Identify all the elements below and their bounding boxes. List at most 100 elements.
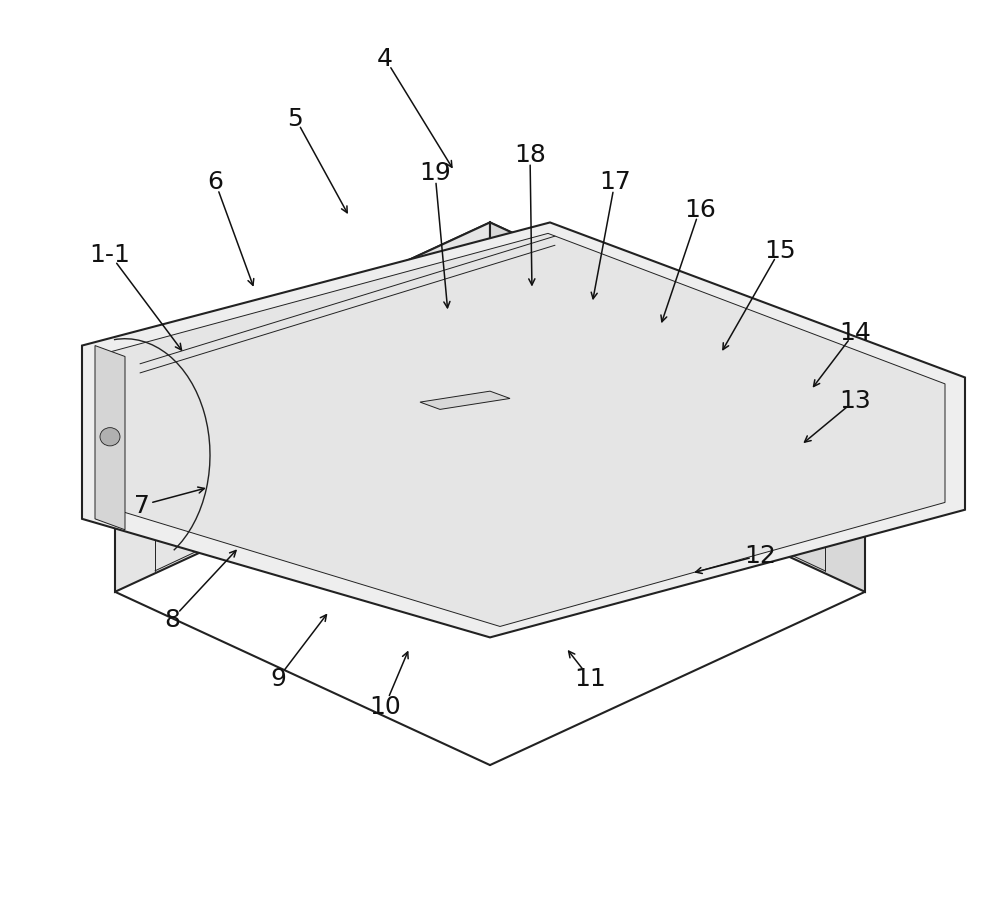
FancyArrowPatch shape [529,166,535,286]
Ellipse shape [350,413,358,420]
Polygon shape [110,234,945,627]
FancyArrowPatch shape [389,652,408,696]
Ellipse shape [739,425,743,431]
Ellipse shape [474,463,479,467]
Text: 1-1: 1-1 [90,243,130,267]
Text: 19: 19 [419,161,451,185]
Circle shape [134,394,146,404]
Ellipse shape [380,489,387,498]
Circle shape [814,496,826,507]
Circle shape [386,525,418,554]
Ellipse shape [526,447,534,453]
Ellipse shape [717,425,721,431]
Ellipse shape [590,453,598,458]
Text: 14: 14 [839,321,871,344]
Polygon shape [115,223,865,569]
Ellipse shape [472,458,477,465]
Polygon shape [490,223,865,592]
Ellipse shape [442,413,450,420]
Ellipse shape [498,500,502,506]
Ellipse shape [692,456,698,460]
Polygon shape [570,392,600,540]
FancyArrowPatch shape [117,264,181,351]
FancyArrowPatch shape [591,193,613,300]
Ellipse shape [474,495,479,499]
Polygon shape [82,223,965,638]
Text: 15: 15 [764,239,796,262]
Polygon shape [115,223,490,592]
Polygon shape [420,392,510,410]
Text: 5: 5 [287,107,303,130]
Ellipse shape [583,435,591,441]
Text: 7: 7 [134,494,150,517]
Ellipse shape [537,417,543,425]
Ellipse shape [503,397,508,404]
Bar [270,417,360,465]
Circle shape [551,524,581,551]
Text: 11: 11 [574,667,606,691]
Ellipse shape [564,482,570,489]
Polygon shape [368,387,607,541]
Ellipse shape [699,437,705,442]
Ellipse shape [442,482,450,489]
Text: 17: 17 [599,170,631,194]
Text: 13: 13 [839,389,871,413]
Polygon shape [580,394,607,541]
Polygon shape [390,485,415,544]
Ellipse shape [413,404,420,413]
Ellipse shape [446,447,454,453]
FancyArrowPatch shape [180,551,236,611]
Ellipse shape [380,404,387,413]
Ellipse shape [446,409,454,415]
Polygon shape [195,450,660,466]
Ellipse shape [413,489,420,498]
FancyArrowPatch shape [696,558,749,574]
Ellipse shape [472,397,477,404]
Polygon shape [155,408,830,577]
Text: 18: 18 [514,143,546,167]
Ellipse shape [521,463,526,467]
Ellipse shape [503,458,508,465]
Ellipse shape [510,422,516,429]
Ellipse shape [332,410,468,492]
Ellipse shape [521,495,526,499]
Text: 12: 12 [744,544,776,568]
Ellipse shape [470,461,530,501]
FancyArrowPatch shape [805,408,846,443]
FancyArrowPatch shape [723,261,774,350]
Ellipse shape [699,475,705,479]
Polygon shape [340,384,368,536]
Polygon shape [95,346,125,530]
Ellipse shape [498,456,502,462]
Polygon shape [338,366,608,378]
Text: 16: 16 [684,198,716,221]
Ellipse shape [755,437,761,442]
Polygon shape [390,383,420,542]
Ellipse shape [717,486,721,491]
Text: 10: 10 [369,694,401,718]
Ellipse shape [739,486,743,491]
Text: 4: 4 [377,47,393,71]
Ellipse shape [489,435,497,441]
Ellipse shape [526,409,534,415]
Polygon shape [335,485,585,496]
Ellipse shape [537,486,543,494]
Circle shape [700,431,760,486]
Ellipse shape [510,482,516,489]
FancyArrowPatch shape [569,651,583,670]
Circle shape [275,427,305,455]
Circle shape [134,496,146,507]
Ellipse shape [461,428,471,435]
Ellipse shape [564,422,570,429]
Text: 6: 6 [207,170,223,194]
Ellipse shape [536,429,544,434]
Ellipse shape [583,470,591,476]
FancyArrowPatch shape [300,128,347,213]
Text: 8: 8 [164,608,180,631]
Polygon shape [555,490,578,542]
FancyArrowPatch shape [391,68,452,169]
FancyArrowPatch shape [814,342,848,387]
Ellipse shape [436,429,444,434]
Circle shape [814,394,826,404]
Ellipse shape [489,470,497,476]
